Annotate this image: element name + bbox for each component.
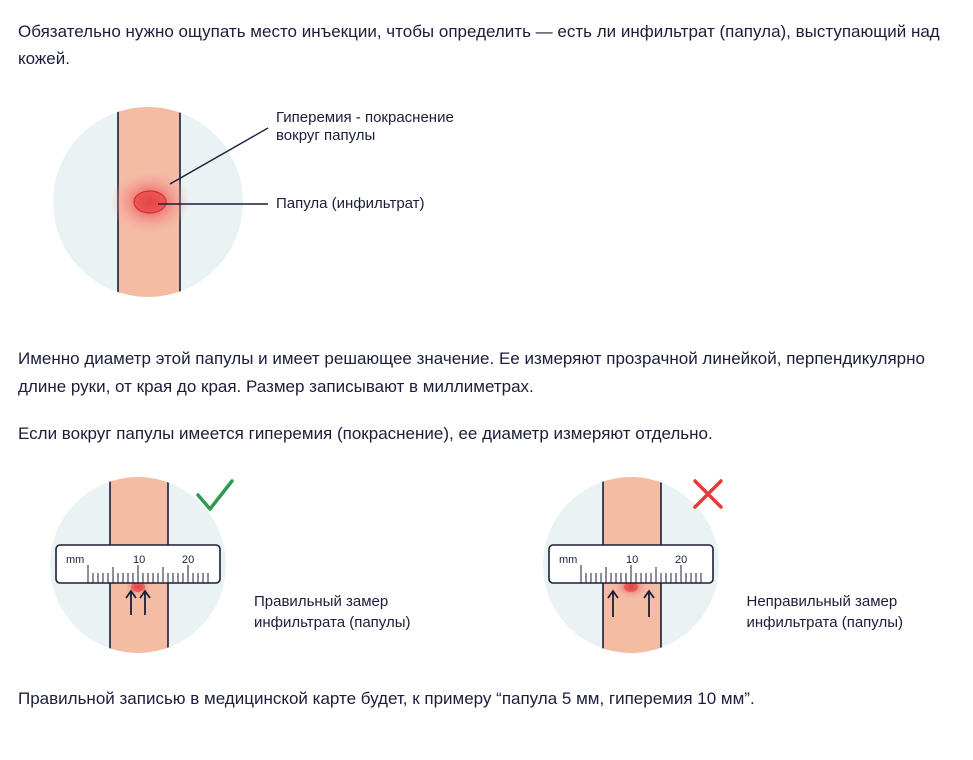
diameter-paragraph: Именно диаметр этой папулы и имеет решаю… [18, 345, 955, 399]
ruler-diagrams-row: mm 10 20 [38, 467, 955, 657]
papule [134, 191, 166, 213]
label-papule: Папула (инфильтрат) [276, 195, 425, 212]
svg-text:20: 20 [675, 554, 687, 566]
record-paragraph: Правильной записью в медицинской карте б… [18, 685, 955, 712]
svg-text:10: 10 [133, 554, 145, 566]
svg-text:mm: mm [66, 554, 84, 566]
incorrect-measurement-block: mm 10 20 [531, 467, 904, 657]
incorrect-caption: Неправильный замер инфильтрата (папулы) [747, 591, 904, 657]
svg-text:10: 10 [626, 554, 638, 566]
correct-measurement-block: mm 10 20 [38, 467, 411, 657]
diagram-papule-anatomy: Гиперемия - покраснение вокруг папулы Па… [38, 92, 955, 317]
hyperemia-paragraph: Если вокруг папулы имеется гиперемия (по… [18, 420, 955, 447]
intro-paragraph: Обязательно нужно ощупать место инъекции… [18, 18, 955, 72]
correct-caption: Правильный замер инфильтрата (папулы) [254, 591, 411, 657]
correct-measurement-diagram: mm 10 20 [38, 467, 238, 657]
cross-icon [695, 481, 721, 507]
svg-text:mm: mm [559, 554, 577, 566]
svg-text:20: 20 [182, 554, 194, 566]
label-hyperemia: Гиперемия - покраснение вокруг папулы [276, 109, 458, 144]
incorrect-measurement-diagram: mm 10 20 [531, 467, 731, 657]
check-icon [198, 481, 232, 509]
ruler: mm 10 20 [56, 545, 220, 583]
